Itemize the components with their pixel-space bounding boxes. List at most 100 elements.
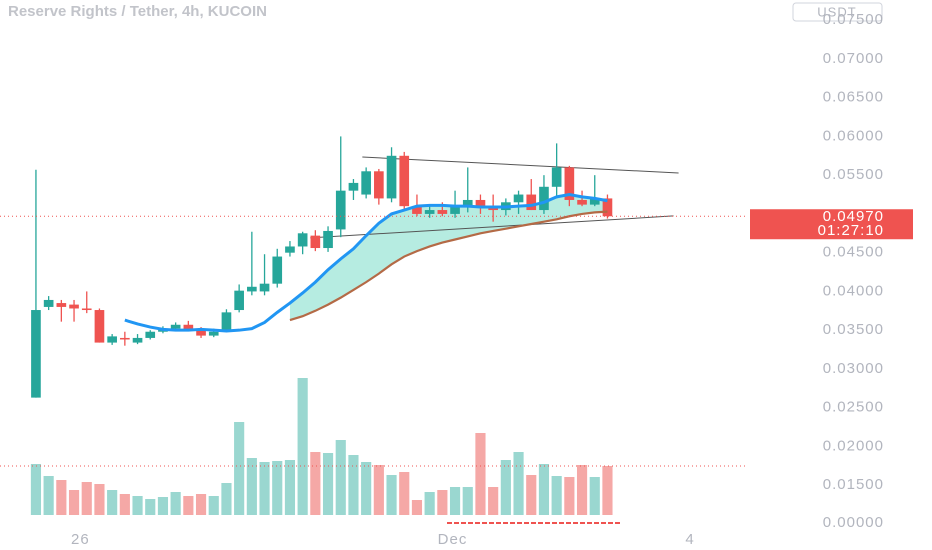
candle-body	[259, 283, 270, 292]
volume-bar	[335, 440, 346, 515]
candle-body	[272, 256, 283, 284]
y-tick-label: 0.02500	[823, 399, 884, 416]
volume-bar	[56, 480, 67, 515]
candle-body	[31, 310, 41, 398]
volume-bar	[348, 455, 359, 515]
x-tick-label: Dec	[438, 531, 468, 548]
moving-average	[289, 210, 608, 322]
chart-title: Reserve Rights / Tether, 4h, KUCOIN	[8, 3, 267, 20]
volume-bar	[513, 452, 524, 515]
volume-bar	[386, 475, 397, 515]
volume-bar	[272, 461, 283, 515]
y-tick-label: 0.01500	[823, 476, 884, 493]
candle-body	[361, 171, 371, 195]
y-tick-label: 0.06500	[823, 89, 884, 106]
volume-bar	[183, 496, 194, 515]
volume-bar	[68, 490, 80, 515]
candle-body	[120, 337, 130, 340]
candle-body	[145, 331, 156, 338]
candle-body	[107, 336, 117, 343]
candle-body	[94, 310, 105, 343]
y-tick-label: 0.04500	[823, 244, 884, 261]
volume-bar	[399, 472, 410, 515]
candle-body	[513, 194, 524, 203]
volume-bar	[462, 487, 473, 515]
candle-body	[551, 167, 562, 187]
candle-body	[285, 246, 295, 253]
candle-body	[564, 167, 575, 200]
volume-bar	[246, 458, 257, 515]
candle-body	[437, 210, 448, 214]
candle-body	[69, 304, 79, 309]
candle-body	[208, 331, 219, 336]
volume-bar	[259, 462, 270, 515]
y-tick-label: 0.05500	[823, 166, 884, 183]
currency-label[interactable]: USDT	[817, 4, 856, 19]
volume-bar	[424, 492, 435, 515]
volume-bar	[30, 464, 42, 515]
candle-body	[577, 199, 587, 205]
volume-bar	[500, 460, 511, 515]
volume-bar	[538, 464, 550, 515]
candle-body	[475, 199, 486, 207]
volume-bar	[373, 465, 384, 515]
candle-body	[526, 194, 537, 211]
countdown-label: 01:27:10	[818, 222, 884, 239]
y-tick-label: 0.04000	[823, 282, 884, 299]
candle-body	[462, 199, 473, 207]
volume-bar	[221, 483, 232, 515]
x-tick-label: 4	[685, 531, 694, 548]
volume-bar	[602, 466, 613, 515]
volume-bar	[145, 499, 156, 515]
candle-body	[81, 308, 92, 311]
volume-bar	[208, 496, 219, 515]
candle-body	[450, 206, 460, 214]
volume-bar	[310, 452, 321, 515]
y-tick-label: 0.07500	[823, 11, 884, 28]
volume-bar	[132, 496, 143, 515]
price-label-box	[750, 209, 913, 240]
volume-bar	[589, 477, 600, 515]
y2-tick-label: 0.00000	[823, 514, 884, 531]
volume-bar	[195, 494, 207, 515]
volume-bar	[475, 433, 486, 515]
volume-bar	[119, 494, 130, 515]
volume-bar	[157, 497, 169, 515]
candle-body	[348, 182, 359, 191]
volume-bar	[488, 487, 499, 515]
volume-bar	[526, 475, 537, 515]
volume-bar	[322, 453, 334, 515]
candle-body	[234, 290, 244, 311]
volume-bar	[234, 422, 245, 515]
volume-bar	[170, 492, 181, 515]
volume-bar	[81, 482, 92, 515]
candle-body	[335, 190, 346, 230]
volume-bar	[284, 460, 296, 515]
candle-body	[589, 198, 600, 205]
candle-body	[539, 186, 549, 211]
volume-bar	[437, 490, 448, 515]
candle-body	[602, 198, 613, 217]
candle-body	[310, 235, 321, 249]
x-tick-label: 26	[71, 531, 90, 548]
volume-bar	[551, 476, 562, 515]
candle-body	[399, 155, 410, 207]
volume-bar	[361, 462, 372, 515]
candle-body	[132, 337, 143, 343]
volume-bar	[94, 484, 105, 515]
currency-box[interactable]	[792, 2, 883, 22]
trend-line	[362, 156, 679, 174]
volume-bar	[564, 477, 575, 515]
candle-body	[183, 324, 194, 330]
candle-body	[170, 324, 181, 329]
candle-body	[247, 286, 257, 292]
volume-bar	[43, 476, 54, 515]
plot-area	[0, 19, 749, 532]
candle-body	[43, 299, 54, 307]
candle-body	[386, 155, 397, 199]
y-tick-label: 0.07000	[823, 50, 884, 67]
y-tick-label: 0.02000	[823, 437, 884, 454]
candle-body	[424, 210, 435, 214]
